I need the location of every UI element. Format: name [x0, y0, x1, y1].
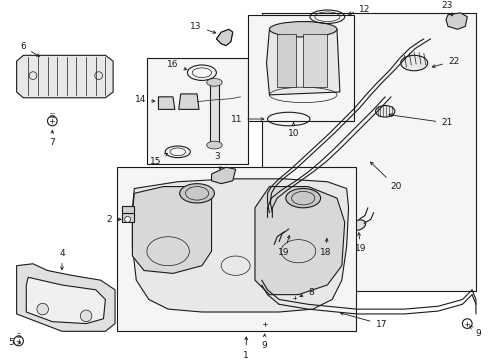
Circle shape [37, 303, 48, 315]
Text: 23: 23 [441, 1, 452, 16]
Polygon shape [158, 97, 175, 109]
Text: 9: 9 [261, 334, 267, 350]
Circle shape [124, 216, 130, 222]
Text: 11: 11 [230, 114, 263, 123]
Polygon shape [216, 29, 232, 46]
Polygon shape [122, 206, 134, 216]
Ellipse shape [400, 55, 427, 71]
Polygon shape [132, 186, 211, 273]
Polygon shape [17, 264, 115, 331]
Bar [117, 167, 356, 331]
Text: 4: 4 [59, 249, 64, 270]
Polygon shape [179, 94, 199, 109]
Polygon shape [445, 13, 467, 29]
Text: 2: 2 [106, 215, 121, 224]
Ellipse shape [206, 78, 222, 86]
Polygon shape [17, 55, 113, 98]
Circle shape [80, 310, 92, 322]
Text: 5: 5 [8, 338, 20, 347]
Polygon shape [132, 179, 348, 312]
Polygon shape [211, 167, 235, 184]
Polygon shape [209, 82, 219, 145]
Text: 10: 10 [287, 123, 299, 138]
Ellipse shape [284, 223, 298, 235]
Bar [303, 34, 326, 87]
Text: 3: 3 [214, 153, 221, 170]
Polygon shape [315, 222, 348, 238]
Text: 17: 17 [340, 312, 386, 329]
Ellipse shape [285, 189, 320, 208]
Text: 6: 6 [20, 42, 40, 57]
Ellipse shape [350, 220, 365, 230]
Bar [146, 58, 248, 165]
Ellipse shape [206, 141, 222, 149]
Bar [261, 13, 475, 291]
Text: 18: 18 [319, 238, 330, 257]
Bar [248, 15, 354, 121]
Text: 1: 1 [243, 337, 249, 360]
Circle shape [47, 116, 57, 126]
Text: 8: 8 [299, 288, 313, 297]
Text: 20: 20 [370, 162, 401, 191]
Text: 12: 12 [347, 5, 370, 15]
Text: 14: 14 [134, 95, 155, 104]
Polygon shape [122, 213, 134, 222]
Text: 19: 19 [278, 235, 289, 257]
Polygon shape [266, 29, 339, 95]
Text: 7: 7 [49, 130, 55, 147]
Polygon shape [254, 186, 344, 294]
Circle shape [29, 72, 37, 80]
Ellipse shape [375, 105, 394, 117]
Text: 21: 21 [388, 114, 452, 127]
Circle shape [95, 72, 102, 80]
Ellipse shape [179, 184, 214, 203]
Text: 22: 22 [431, 57, 458, 68]
Text: 16: 16 [167, 60, 186, 70]
Ellipse shape [269, 22, 336, 37]
Text: 9: 9 [469, 326, 480, 338]
Circle shape [462, 319, 471, 328]
Text: 13: 13 [190, 22, 215, 33]
Text: 15: 15 [149, 153, 167, 166]
Text: 19: 19 [355, 233, 366, 253]
Bar [277, 34, 296, 87]
Polygon shape [26, 277, 105, 324]
Circle shape [258, 318, 270, 329]
Circle shape [14, 336, 23, 346]
Circle shape [289, 293, 299, 302]
